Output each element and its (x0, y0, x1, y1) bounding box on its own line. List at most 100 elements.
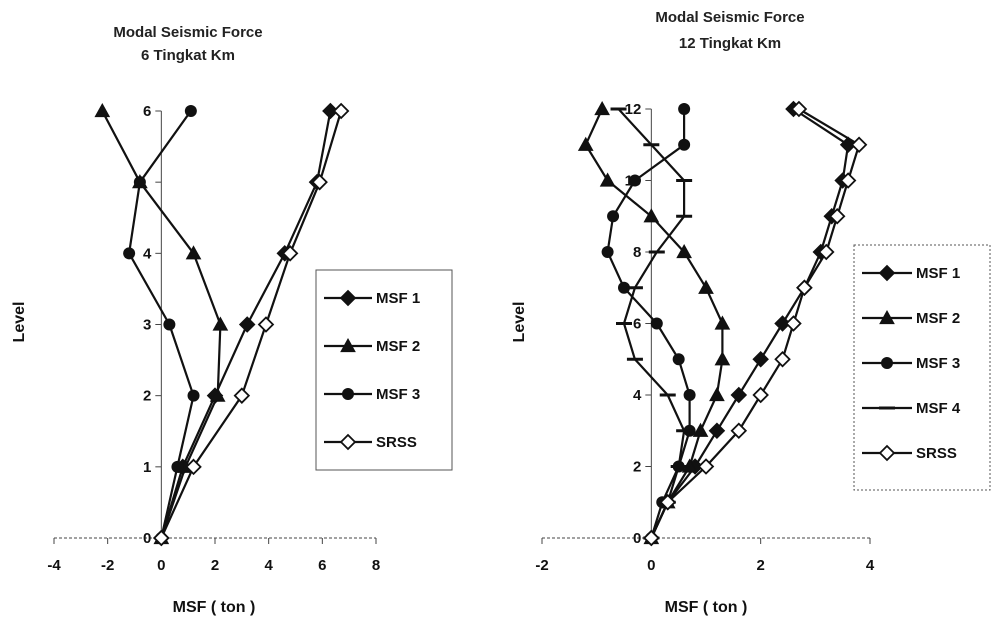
chart2-y-tick-label: 8 (633, 244, 641, 261)
chart2-subtitle: 12 Tingkat Km (679, 35, 781, 52)
chart1-data-point (233, 387, 251, 404)
chart1-data-point (171, 460, 184, 473)
chart2-data-point (752, 350, 769, 368)
chart2-data-point (850, 136, 868, 154)
chart1-data-point (209, 387, 226, 402)
chart2-data-point (774, 315, 791, 332)
chart1-x-tick-label: 0 (157, 557, 165, 574)
chart2-title: Modal Seismic Force (655, 9, 804, 26)
chart2-legend-label: SRSS (916, 445, 957, 462)
chart1-data-point (185, 458, 202, 476)
chart1-data-point (187, 389, 200, 402)
chart2-data-point (607, 210, 620, 223)
chart1-legend-marker (339, 289, 357, 307)
chart1-data-point (123, 247, 136, 260)
chart1-data-point (163, 318, 176, 331)
chart1-x-tick-label: -2 (101, 557, 114, 574)
chart2-y-tick-label: 6 (633, 316, 641, 333)
chart1-data-point (257, 316, 275, 333)
chart2-legend-marker (878, 264, 896, 282)
chart2-data-point (714, 351, 731, 366)
chart2-x-tick-label: -2 (535, 557, 548, 574)
chart1-legend-label: SRSS (376, 434, 417, 451)
chart2-y-axis-label: Level (511, 302, 528, 343)
chart1-data-point (212, 316, 229, 331)
chart2-legend-marker (881, 357, 893, 369)
chart1-y-tick-label: 0 (143, 530, 151, 547)
chart1-data-point (94, 102, 111, 118)
chart1-y-tick-label: 3 (143, 317, 151, 334)
chart2-data-point (577, 136, 594, 151)
chart2-data-point (697, 458, 715, 475)
chart2-y-tick-label: 2 (633, 459, 641, 476)
chart2-y-tick-label: 0 (633, 530, 641, 547)
chart1-y-axis-label: Level (11, 302, 28, 343)
chart1-legend-label: MSF 3 (376, 386, 420, 403)
chart2-y-tick-label: 12 (625, 101, 642, 118)
chart2-data-point (683, 389, 696, 401)
chart2-x-tick-label: 4 (866, 557, 875, 574)
chart1-y-tick-label: 4 (143, 245, 152, 262)
chart2-data-point (678, 103, 691, 115)
chart2-legend-label: MSF 1 (916, 265, 960, 282)
chart1-data-point (322, 102, 339, 120)
chart2-legend-marker (878, 444, 896, 462)
chart2-data-point (709, 386, 725, 402)
chart2-data-point (752, 386, 769, 404)
chart2-data-point (650, 317, 663, 330)
chart2-data-point (796, 279, 813, 297)
chart1-x-tick-label: 6 (318, 557, 326, 574)
chart2-legend-box (853, 244, 991, 491)
chart1-data-point (311, 173, 328, 191)
chart2-data-point (817, 243, 835, 261)
chart2-data-point (618, 281, 630, 294)
chart2-data-point (672, 353, 685, 366)
chart1-legend-box (315, 269, 453, 471)
chart2-data-point (601, 246, 614, 258)
chart2-legend-label: MSF 2 (916, 310, 960, 327)
chart1-subtitle: 6 Tingkat Km (141, 47, 235, 64)
chart1-legend-marker (339, 433, 357, 451)
chart1-x-axis-label: MSF ( ton ) (173, 599, 256, 616)
chart1-data-point (281, 245, 299, 262)
chart2-data-point (714, 315, 731, 330)
chart1-data-point (184, 105, 197, 117)
chart2-data-point (678, 138, 691, 151)
chart1-data-point (332, 102, 350, 120)
chart2-x-axis-label: MSF ( ton ) (665, 599, 748, 616)
chart1-x-tick-label: 8 (372, 557, 380, 574)
chart1-data-point (185, 245, 202, 260)
chart2-data-point (628, 174, 641, 187)
chart2-legend-label: MSF 4 (916, 400, 961, 417)
chart1-y-tick-label: 6 (143, 103, 151, 120)
chart1-x-tick-label: 2 (211, 557, 219, 574)
chart2-series-line (650, 108, 861, 539)
chart1-legend-marker (340, 337, 356, 353)
chart1-legend-label: MSF 2 (376, 338, 420, 355)
chart2-data-point (708, 422, 726, 440)
chart1-x-tick-label: 4 (264, 557, 273, 574)
chart1-data-point (133, 176, 146, 189)
chart1-legend-label: MSF 1 (376, 290, 420, 307)
chart2-data-point (828, 207, 846, 225)
chart2-data-point (730, 422, 748, 440)
chart2-data-point (599, 172, 616, 187)
chart2-data-point (774, 350, 791, 368)
chart2-data-point (698, 279, 714, 294)
chart2-data-point (790, 100, 808, 118)
chart2-x-tick-label: 2 (756, 557, 764, 574)
chart1-title: Modal Seismic Force (113, 24, 262, 41)
chart2-data-point (676, 243, 692, 259)
chart2-data-point (730, 386, 748, 404)
chart2-data-point (659, 493, 677, 511)
chart1-x-tick-label: -4 (47, 557, 61, 574)
chart2-legend-label: MSF 3 (916, 355, 960, 372)
chart1-legend-marker (342, 388, 354, 400)
chart2-data-point (643, 529, 660, 547)
chart1-y-tick-label: 1 (143, 459, 151, 476)
chart2-x-tick-label: 0 (647, 557, 655, 574)
chart2-data-point (594, 100, 610, 116)
